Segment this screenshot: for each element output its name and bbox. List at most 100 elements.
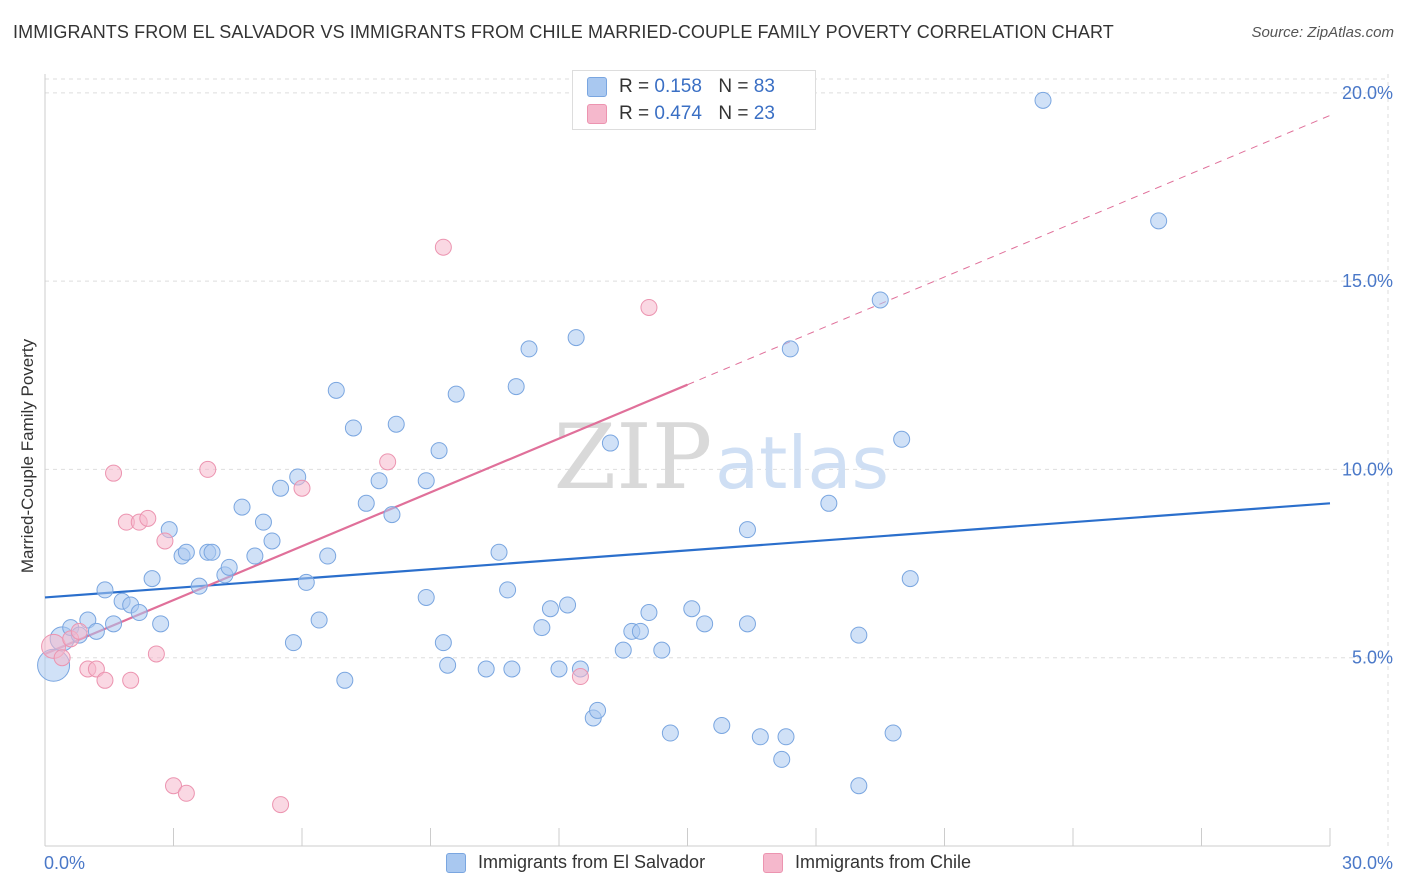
- point-el-salvador: [96, 581, 114, 599]
- point-el-salvador: [884, 724, 902, 742]
- point-chile: [199, 460, 217, 478]
- point-el-salvador: [447, 385, 465, 403]
- point-chile: [122, 671, 140, 689]
- point-el-salvador: [439, 656, 457, 674]
- point-el-salvador: [499, 581, 517, 599]
- point-el-salvador: [143, 570, 161, 588]
- x-tick-label: 0.0%: [44, 853, 85, 873]
- chart-title: IMMIGRANTS FROM EL SALVADOR VS IMMIGRANT…: [13, 22, 1114, 42]
- point-el-salvador: [601, 434, 619, 452]
- point-el-salvador: [559, 596, 577, 614]
- point-el-salvador: [152, 615, 170, 633]
- r-label: R =: [619, 76, 650, 97]
- point-el-salvador: [336, 671, 354, 689]
- point-chile: [165, 777, 182, 795]
- point-el-salvador: [1034, 91, 1052, 109]
- point-el-salvador: [383, 506, 401, 524]
- point-el-salvador: [310, 611, 328, 629]
- point-el-salvador: [520, 340, 538, 358]
- point-el-salvador: [713, 716, 731, 734]
- point-el-salvador: [820, 494, 838, 512]
- point-chile: [177, 784, 195, 802]
- point-chile: [156, 532, 174, 550]
- correlation-legend: R = 0.158 N = 83 R = 0.474 N = 23: [572, 70, 816, 130]
- source-attribution: Source: ZipAtlas.com: [1251, 24, 1394, 41]
- point-el-salvador: [203, 543, 221, 561]
- point-el-salvador: [477, 660, 495, 678]
- point-el-salvador: [233, 498, 251, 516]
- point-chile: [96, 671, 114, 689]
- point-el-salvador: [130, 604, 148, 622]
- point-el-salvador: [87, 622, 105, 640]
- point-chile: [272, 796, 290, 814]
- point-el-salvador: [387, 415, 405, 433]
- n-value: 23: [753, 103, 775, 124]
- point-el-salvador: [541, 600, 559, 618]
- point-chile: [139, 509, 157, 527]
- point-el-salvador: [661, 724, 679, 742]
- point-el-salvador: [507, 378, 525, 396]
- point-chile: [571, 668, 589, 686]
- point-el-salvador: [272, 479, 290, 497]
- point-el-salvador: [190, 577, 208, 595]
- point-chile: [434, 238, 452, 256]
- y-tick-label: 20.0%: [1342, 83, 1393, 103]
- r-value: 0.158: [654, 76, 702, 97]
- point-el-salvador: [79, 611, 97, 629]
- point-el-salvador: [327, 381, 345, 399]
- point-el-salvador: [777, 728, 795, 746]
- legend-label: Immigrants from Chile: [795, 852, 972, 872]
- point-el-salvador: [850, 777, 868, 795]
- point-el-salvador: [773, 750, 791, 768]
- point-el-salvador: [434, 634, 452, 652]
- point-el-salvador: [751, 728, 769, 746]
- point-el-salvador: [370, 472, 388, 490]
- point-el-salvador: [614, 641, 632, 659]
- y-tick-label: 5.0%: [1352, 648, 1393, 668]
- point-el-salvador: [263, 532, 281, 550]
- y-tick-label: 15.0%: [1342, 271, 1393, 291]
- point-el-salvador: [893, 430, 911, 448]
- legend-row-el-salvador: R = 0.158 N = 83: [587, 74, 775, 100]
- point-el-salvador: [319, 547, 337, 565]
- point-el-salvador: [1150, 212, 1168, 230]
- point-el-salvador: [871, 291, 889, 309]
- point-el-salvador: [653, 641, 671, 659]
- point-el-salvador: [850, 626, 868, 644]
- point-el-salvador: [490, 543, 508, 561]
- point-el-salvador: [105, 615, 123, 633]
- point-chile: [87, 660, 105, 678]
- point-el-salvador: [781, 340, 799, 358]
- legend-swatch-pink: [587, 104, 607, 124]
- r-label: R =: [619, 103, 650, 124]
- point-el-salvador: [220, 558, 238, 576]
- point-el-salvador: [901, 570, 919, 588]
- point-el-salvador: [683, 600, 701, 618]
- legend-label: Immigrants from El Salvador: [478, 852, 706, 872]
- n-value: 83: [753, 76, 775, 97]
- point-chile: [53, 649, 71, 667]
- point-el-salvador: [297, 573, 315, 591]
- series-legend: Immigrants from El Salvador Immigrants f…: [0, 852, 1406, 878]
- data-points: [37, 91, 1168, 814]
- point-el-salvador: [417, 588, 435, 606]
- point-el-salvador: [417, 472, 435, 490]
- r-value: 0.474: [654, 103, 702, 124]
- trend-line-blue: [44, 502, 1331, 599]
- n-label: N =: [718, 103, 749, 124]
- point-chile: [293, 479, 311, 497]
- trend-line-pink: [44, 383, 688, 655]
- axes: [44, 74, 1331, 847]
- point-chile: [379, 453, 397, 471]
- legend-swatch-pink: [763, 852, 783, 873]
- x-tick-label: 30.0%: [1342, 853, 1393, 873]
- point-el-salvador: [567, 329, 585, 347]
- point-el-salvador: [177, 543, 195, 561]
- point-el-salvador: [357, 494, 375, 512]
- point-chile: [105, 464, 123, 482]
- watermark-zip: ZIP: [554, 405, 713, 510]
- point-el-salvador: [344, 419, 362, 437]
- point-el-salvador: [696, 615, 714, 633]
- legend-item-chile: Immigrants from Chile: [763, 852, 971, 873]
